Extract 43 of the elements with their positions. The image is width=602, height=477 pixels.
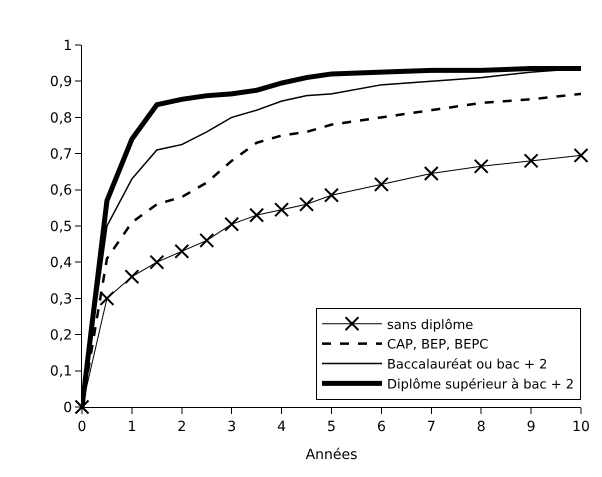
y-tick-label: 0 (63, 400, 72, 416)
y-tick-label: 1 (63, 38, 72, 54)
x-tick-label: 9 (526, 418, 536, 435)
legend-label: Diplôme supérieur à bac + 2 (387, 377, 574, 392)
y-tick-label: 0,5 (50, 218, 72, 235)
legend-label: CAP, BEP, BEPC (387, 338, 488, 353)
x-tick-label: 7 (426, 418, 436, 435)
point (299, 196, 314, 212)
x-axis-title: Années (306, 447, 358, 464)
x-tick-label: 5 (327, 418, 336, 435)
legend-label: Baccalauréat ou bac + 2 (387, 358, 548, 373)
point (174, 244, 190, 259)
x-tick-label: 0 (78, 418, 86, 435)
legend-label: sans diplôme (387, 318, 474, 333)
y-tick-label: 0,4 (50, 255, 72, 272)
point (474, 158, 489, 174)
x-tick-label: 4 (277, 418, 286, 435)
point (199, 232, 214, 248)
point (424, 166, 439, 182)
x-tick-label: 10 (572, 418, 590, 435)
y-tick-label: 0,7 (50, 146, 72, 162)
x-tick-label: 8 (476, 418, 486, 435)
x-tick-label: 3 (227, 418, 236, 435)
y-tick-label: 0,3 (50, 291, 72, 308)
x-tick-label: 1 (127, 418, 136, 435)
point (124, 269, 140, 284)
point (224, 216, 240, 232)
x-tick-label: 6 (376, 418, 386, 435)
x-tick-label: 2 (177, 418, 186, 435)
point (324, 188, 339, 203)
y-tick-label: 0,9 (50, 74, 72, 90)
point (374, 176, 389, 192)
y-tick-label: 0,1 (50, 364, 72, 380)
point (574, 148, 588, 163)
point (149, 254, 164, 270)
y-tick-label: 0,2 (50, 328, 72, 344)
point (524, 153, 539, 168)
point (99, 290, 114, 306)
y-tick-label: 0,6 (50, 182, 72, 199)
point (249, 208, 264, 223)
point (274, 202, 290, 218)
y-tick-label: 0,8 (50, 110, 72, 126)
point (74, 400, 90, 414)
